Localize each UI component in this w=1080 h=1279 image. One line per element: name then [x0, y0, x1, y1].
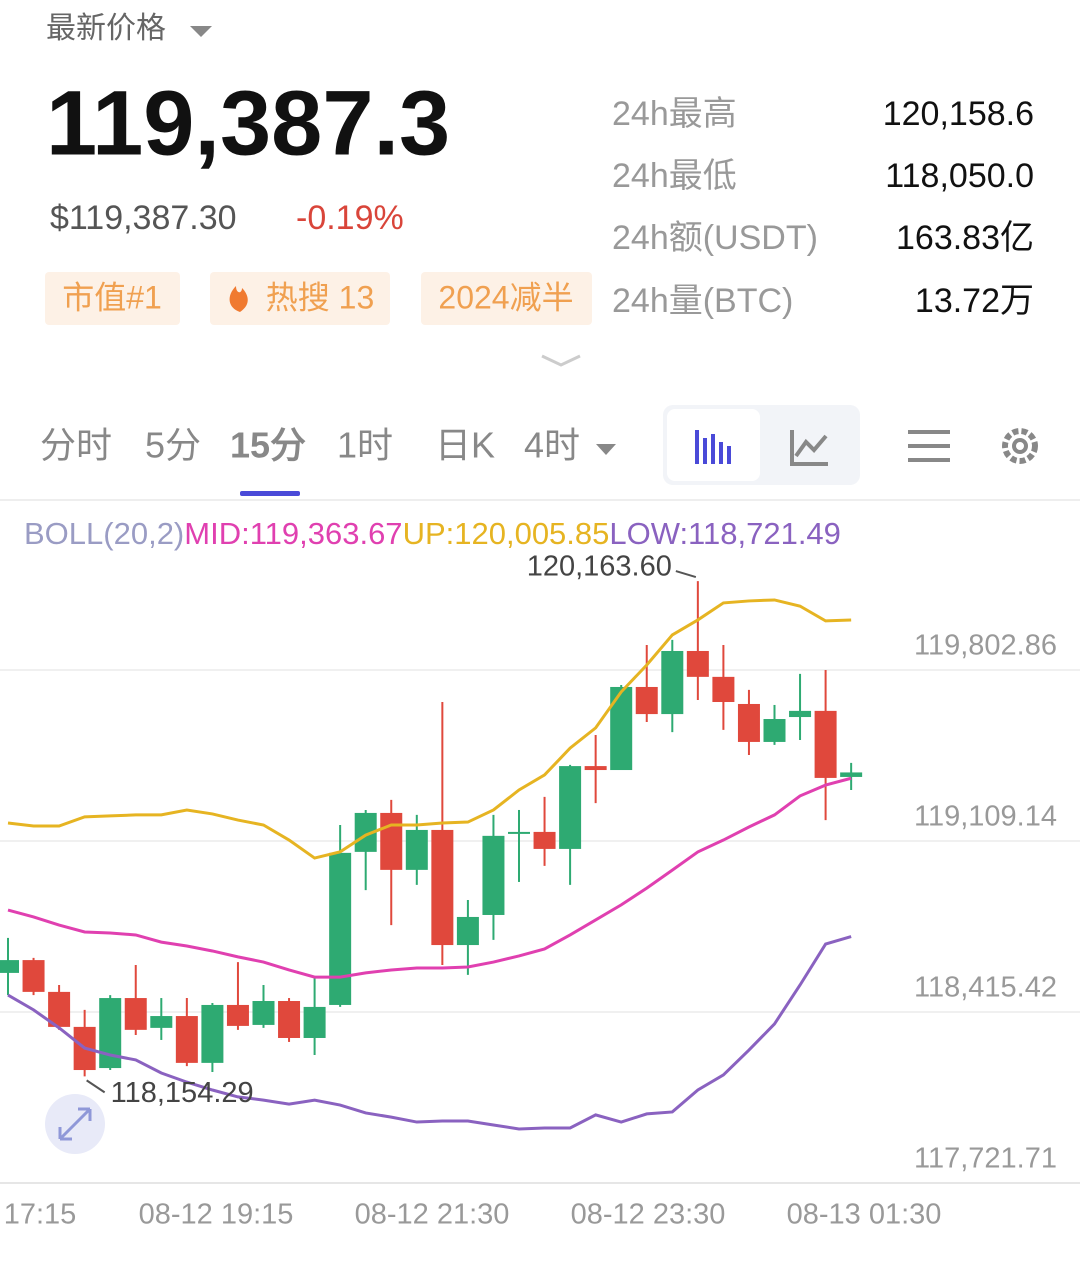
indicator-icon[interactable]: [908, 430, 950, 462]
candle-body: [533, 831, 556, 849]
candle-body: [559, 766, 582, 849]
candle-body: [124, 998, 147, 1030]
annotation-leader: [675, 570, 697, 579]
last-price: 119,387.3: [46, 72, 450, 174]
y-tick-label: 119,109.14: [914, 801, 1057, 833]
fullscreen-icon: [58, 1107, 92, 1141]
stat-value: 163.83亿: [896, 219, 1034, 257]
stat-value: 120,158.6: [883, 95, 1034, 133]
kline-icon: [695, 430, 731, 464]
x-tick-label: 17:15: [4, 1199, 77, 1231]
line-icon[interactable]: [790, 430, 828, 466]
candle-body: [789, 710, 812, 718]
legend-item: MID:119,363.67: [184, 516, 402, 551]
candle-body: [686, 650, 709, 677]
annotation-label: 118,154.29: [111, 1077, 254, 1109]
candle-body: [48, 991, 71, 1027]
candle-body: [380, 812, 403, 870]
tab[interactable]: 5分: [145, 425, 201, 466]
price-change: -0.19%: [296, 199, 404, 237]
legend-item: LOW:118,721.49: [609, 516, 841, 551]
stat-label: 24h最低: [612, 157, 737, 195]
candle-body: [405, 829, 428, 870]
candle-body: [252, 1001, 275, 1025]
candle-body: [201, 1004, 224, 1063]
chart: BOLL(20,2)MID:119,363.67UP:120,005.85LOW…: [0, 516, 1080, 1231]
price-title[interactable]: 最新价格: [46, 12, 166, 45]
candle-body: [99, 998, 122, 1069]
tab-underline: [240, 491, 300, 496]
candle-body: [737, 703, 760, 742]
settings-icon-core: [1012, 438, 1028, 454]
candle-body: [763, 719, 786, 742]
x-tick-label: 08-12 19:15: [139, 1199, 294, 1231]
tab[interactable]: 分时: [40, 425, 112, 466]
candle-body: [840, 772, 863, 777]
boll-line: [7, 598, 852, 860]
candle-body: [278, 1001, 301, 1038]
candle-body: [175, 1016, 198, 1063]
usd-price: $119,387.30: [50, 199, 237, 237]
tab[interactable]: 4时: [524, 425, 580, 466]
tab[interactable]: 日K: [435, 425, 495, 466]
stat-value: 118,050.0: [885, 157, 1034, 195]
candle-body: [329, 852, 352, 1005]
expand-chevron[interactable]: [541, 354, 581, 367]
candle-body: [354, 812, 377, 852]
stat-value: 13.72万: [915, 282, 1034, 320]
boll-line: [7, 935, 852, 1131]
y-tick-label: 117,721.71: [914, 1143, 1057, 1175]
candle-body: [303, 1006, 326, 1038]
candle-body: [0, 960, 19, 973]
candle-body: [814, 710, 837, 778]
boll-legend: BOLL(20,2)MID:119,363.67UP:120,005.85LOW…: [24, 516, 841, 551]
annotation-label: 120,163.60: [527, 551, 672, 583]
candle-body: [482, 835, 505, 915]
candle-body: [584, 766, 607, 771]
y-tick-label: 119,802.86: [914, 630, 1057, 662]
annotation-leader: [86, 1079, 106, 1094]
candle-body: [508, 831, 530, 834]
tag[interactable]: 2024减半: [438, 279, 573, 315]
x-tick-label: 08-12 23:30: [571, 1199, 726, 1231]
tag[interactable]: 热搜 13: [266, 279, 375, 315]
tab-bar: 分时 5分 15分 1时 日K 4时: [40, 425, 580, 496]
dropdown-arrow[interactable]: [596, 444, 616, 455]
tag-bg[interactable]: [210, 272, 390, 325]
candle-body: [661, 650, 684, 715]
y-tick-label: 118,415.42: [914, 972, 1057, 1004]
tab[interactable]: 15分: [230, 425, 306, 466]
candle-body: [431, 829, 454, 946]
settings-icon[interactable]: [1002, 428, 1038, 464]
candle-body: [150, 1016, 173, 1028]
stat-label: 24h量(BTC): [612, 282, 793, 320]
candle-body: [22, 960, 45, 992]
boll-line: [7, 776, 852, 979]
tag[interactable]: 市值#1: [62, 279, 162, 315]
tag-bg[interactable]: [45, 272, 180, 325]
fire-icon: [229, 286, 248, 312]
candle-body: [226, 1004, 249, 1026]
candle-body: [456, 916, 479, 946]
candle-body: [610, 686, 633, 771]
stat-label: 24h额(USDT): [612, 219, 818, 257]
legend-item: BOLL(20,2): [24, 516, 184, 551]
x-tick-label: 08-13 01:30: [787, 1199, 942, 1231]
legend-item: UP:120,005.85: [403, 516, 610, 551]
candle-body: [712, 676, 735, 703]
candle-body: [635, 686, 658, 715]
tag-bg[interactable]: [421, 272, 592, 325]
tab[interactable]: 1时: [337, 425, 393, 466]
dropdown-arrow[interactable]: [190, 26, 212, 37]
stat-label: 24h最高: [612, 95, 737, 133]
x-tick-label: 08-12 21:30: [355, 1199, 510, 1231]
